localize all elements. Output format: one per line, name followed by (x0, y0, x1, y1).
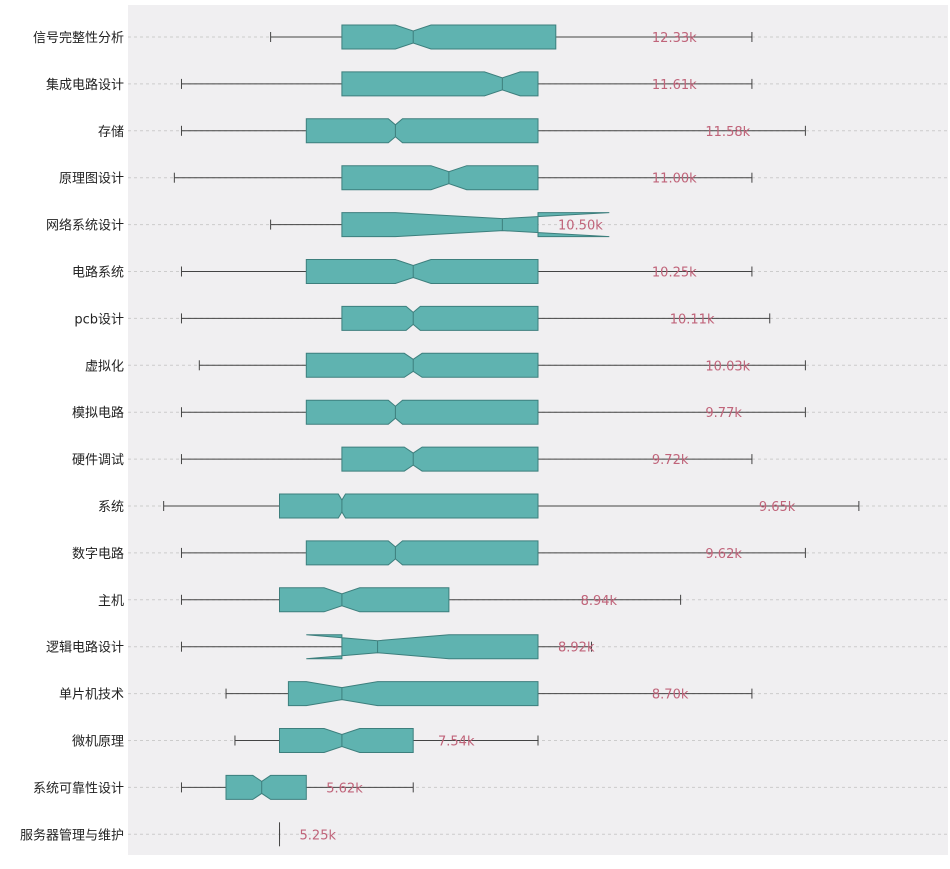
category-label: 电路系统 (72, 265, 124, 281)
category-label: 虚拟化 (85, 359, 124, 374)
plot-area (128, 5, 948, 855)
category-label: 服务器管理与维护 (20, 827, 124, 843)
notched-box (305, 352, 539, 378)
notched-box (341, 446, 539, 472)
box-item (198, 352, 806, 378)
median-value-label: 9.65k (759, 500, 796, 515)
notched-box (341, 165, 539, 191)
median-value-label: 7.54k (438, 735, 475, 750)
category-label: pcb设计 (74, 312, 124, 327)
category-label: 硬件调试 (72, 453, 124, 468)
box-item (180, 399, 806, 425)
notched-box (287, 681, 539, 707)
box-item (180, 305, 771, 331)
category-label: 逻辑电路设计 (46, 640, 124, 656)
median-value-label: 8.70k (652, 688, 689, 703)
category-label: 网络系统设计 (46, 218, 124, 234)
box-item (180, 540, 806, 566)
median-value-label: 5.25k (300, 828, 337, 843)
category-label: 系统可靠性设计 (33, 781, 124, 796)
notched-box (305, 118, 539, 144)
category-label: 原理图设计 (59, 172, 124, 187)
notched-box (305, 399, 539, 425)
box-item (180, 634, 592, 660)
box-item (180, 587, 682, 613)
box-item (270, 212, 610, 238)
category-label: 单片机技术 (59, 688, 124, 703)
notched-box (341, 24, 557, 50)
box-item (225, 681, 753, 707)
notched-box (341, 212, 610, 238)
category-label: 模拟电路 (72, 405, 124, 421)
box-item (180, 774, 414, 800)
notched-box (306, 634, 539, 660)
notched-box (341, 71, 539, 97)
median-value-label: 9.77k (705, 406, 742, 421)
notched-box (305, 540, 539, 566)
median-value-label: 5.62k (326, 781, 363, 796)
median-value-label: 9.62k (705, 547, 742, 562)
notched-box (225, 774, 307, 800)
box-item (180, 259, 753, 284)
box-layer (163, 24, 860, 847)
category-label: 存储 (98, 125, 124, 140)
notched-box (279, 587, 450, 613)
median-value-label: 11.61k (652, 78, 697, 93)
box-item (180, 446, 753, 472)
label-layer: 信号完整性分析 12.33k 集成电路设计 11.61k 存储 11.58k 原理图设计 11… (20, 31, 796, 843)
category-label: 数字电路 (72, 546, 124, 562)
median-value-label: 10.03k (705, 359, 750, 374)
median-value-label: 12.33k (652, 31, 697, 46)
category-label: 系统 (98, 500, 124, 515)
category-label: 微机原理 (72, 735, 124, 750)
box-item (173, 165, 753, 191)
median-value-label: 10.25k (652, 266, 697, 281)
box-item (270, 24, 753, 50)
category-label: 主机 (98, 594, 124, 609)
box-item (180, 71, 753, 97)
median-value-label: 10.11k (670, 312, 715, 327)
category-label: 信号完整性分析 (33, 31, 124, 46)
notched-box (279, 493, 539, 519)
median-value-label: 9.72k (652, 453, 689, 468)
box-item (234, 728, 539, 753)
median-value-label: 11.00k (652, 172, 697, 187)
median-value-label: 8.94k (581, 594, 618, 609)
median-value-label: 11.58k (705, 125, 750, 140)
category-label: 集成电路设计 (46, 77, 124, 93)
box-item (163, 493, 860, 519)
box-item (180, 118, 806, 144)
notched-box (305, 259, 539, 284)
notched-box (279, 728, 414, 753)
median-value-label: 10.50k (558, 219, 603, 234)
notched-box (341, 305, 539, 331)
median-value-label: 8.92k (558, 641, 595, 656)
